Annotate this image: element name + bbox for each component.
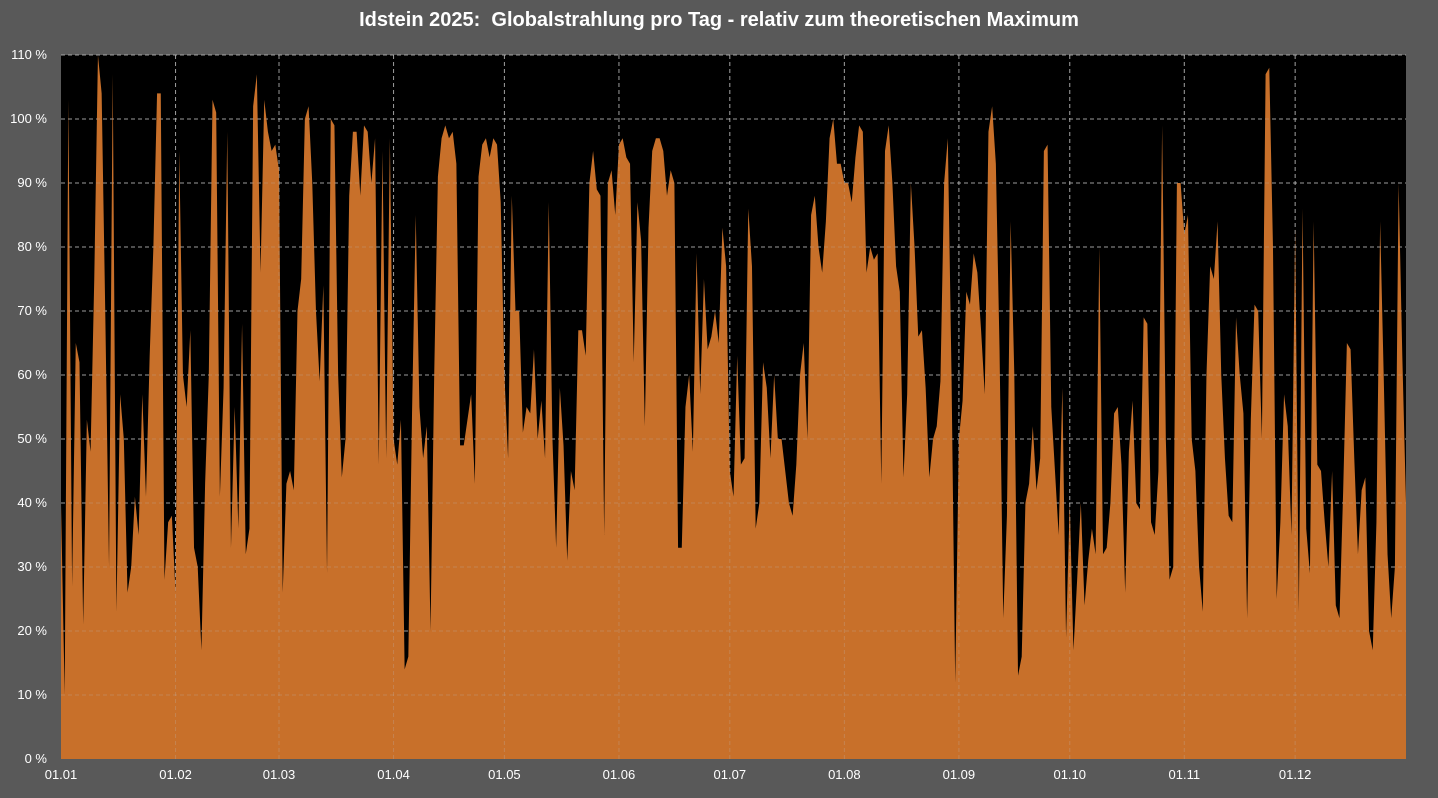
x-axis-labels: 01.01 01.02 01.03 01.04 01.05 01.06 01.07 01.08…	[45, 767, 1312, 782]
y-axis-labels: 0 % 10 % 20 % 30 % 40 % 50 % 60 % 70 % 80 % 90 % 1…	[10, 47, 47, 766]
x-gridlines-overlay	[175, 55, 1296, 759]
y-tick-label: 70 %	[17, 303, 47, 318]
y-tick-label: 110 %	[11, 47, 47, 62]
y-tick-label: 0 %	[25, 751, 48, 766]
y-tick-label: 30 %	[17, 559, 47, 574]
y-tick-label: 10 %	[17, 687, 47, 702]
x-tick-label: 01.10	[1053, 767, 1086, 782]
x-tick-label: 01.08	[828, 767, 861, 782]
x-tick-label: 01.05	[488, 767, 521, 782]
x-tick-label: 01.12	[1279, 767, 1312, 782]
x-tick-label: 01.09	[943, 767, 976, 782]
y-tick-label: 50 %	[17, 431, 47, 446]
x-tick-label: 01.11	[1169, 767, 1201, 782]
chart-title: Idstein 2025: Globalstrahlung pro Tag - …	[359, 9, 1079, 31]
y-gridlines-overlay	[61, 54, 1406, 696]
x-tick-label: 01.07	[714, 767, 747, 782]
area-series	[61, 55, 1406, 759]
x-tick-label: 01.04	[377, 767, 410, 782]
x-tick-label: 01.06	[603, 767, 636, 782]
y-tick-label: 60 %	[17, 367, 47, 382]
y-tick-label: 90 %	[17, 175, 47, 190]
y-tick-label: 20 %	[17, 623, 47, 638]
y-tick-label: 80 %	[17, 239, 47, 254]
x-tick-label: 01.03	[263, 767, 296, 782]
y-tick-label: 40 %	[17, 495, 47, 510]
y-tick-label: 100 %	[10, 111, 47, 126]
x-tick-label: 01.01	[45, 767, 78, 782]
x-tick-label: 01.02	[159, 767, 192, 782]
